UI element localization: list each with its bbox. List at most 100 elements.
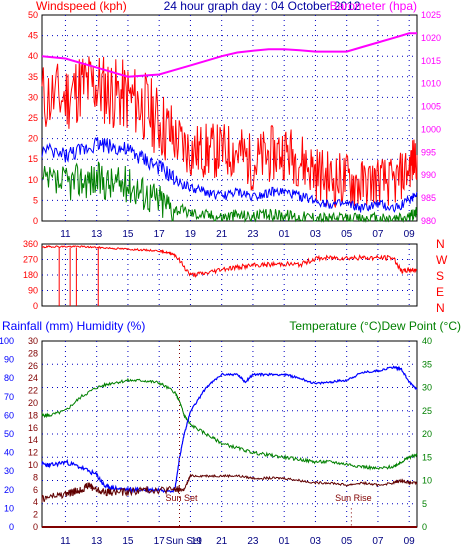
humidity-series — [41, 365, 418, 494]
wind-y-tick-label: 40 — [28, 51, 38, 61]
humidity-y-tick-label: 10 — [4, 503, 14, 513]
barometer-y-tick-label: 980 — [421, 216, 436, 226]
wind-direction-series — [41, 244, 417, 278]
rain-y-tick-label: 14 — [28, 435, 38, 445]
dewpoint-series — [41, 473, 418, 503]
x-tick-label: 07 — [372, 536, 384, 547]
direction-y-tick-label: 360 — [23, 239, 38, 249]
x-tick-label: 21 — [216, 229, 228, 240]
rain-y-tick-label: 16 — [28, 423, 38, 433]
rain-y-tick-label: 2 — [33, 510, 38, 520]
temp-y-tick-label: 0 — [422, 522, 427, 532]
chart-title: 24 hour graph day : 04 October 2012 — [164, 0, 361, 13]
wind-y-tick-label: 15 — [28, 154, 38, 164]
x-tick-label: 13 — [91, 229, 103, 240]
gust-series — [41, 161, 418, 223]
avg-windspeed-series — [41, 137, 418, 213]
sunset-annotation: Sun Set — [165, 493, 198, 503]
compass-label: N — [436, 237, 445, 251]
x-tick-label: 15 — [122, 229, 134, 240]
x-tick-label: 07 — [372, 229, 384, 240]
wind-y-tick-label: 35 — [28, 72, 38, 82]
humidity-y-tick-label: 80 — [4, 373, 14, 383]
rain-y-tick-label: 26 — [28, 361, 38, 371]
wind-y-tick-label: 30 — [28, 92, 38, 102]
x-tick-label: 05 — [341, 229, 353, 240]
humidity-y-tick-label: 70 — [4, 392, 14, 402]
rain-y-tick-label: 30 — [28, 336, 38, 346]
temp-y-tick-label: 15 — [422, 452, 432, 462]
temp-y-tick-label: 10 — [422, 476, 432, 486]
x-tick-label: 03 — [310, 536, 322, 547]
x-tick-label: 17 — [154, 229, 166, 240]
x-tick-label: 19 — [191, 536, 203, 547]
rain-y-tick-label: 10 — [28, 460, 38, 470]
rain-y-tick-label: 6 — [33, 485, 38, 495]
rain-y-tick-label: 12 — [28, 448, 38, 458]
barometer-series — [41, 32, 417, 78]
rain-y-tick-label: 8 — [33, 472, 38, 482]
humidity-y-tick-label: 60 — [4, 410, 14, 420]
x-tick-label: 05 — [341, 536, 353, 547]
barometer-y-tick-label: 985 — [421, 193, 436, 203]
barometer-y-tick-label: 1020 — [421, 33, 441, 43]
barometer-y-tick-label: 1005 — [421, 102, 441, 112]
barometer-axis-label: Barometer (hpa) — [330, 0, 417, 13]
humidity-y-tick-label: 50 — [4, 429, 14, 439]
wind-y-tick-label: 25 — [28, 113, 38, 123]
direction-y-tick-label: 0 — [33, 301, 38, 311]
x-tick-label: 23 — [247, 229, 259, 240]
windspeed-series — [41, 56, 418, 208]
x-tick-label: 11 — [60, 229, 71, 240]
compass-label: S — [436, 269, 444, 283]
wind-y-tick-label: 10 — [28, 175, 38, 185]
rain-y-tick-label: 24 — [28, 373, 38, 383]
barometer-y-tick-label: 1025 — [421, 10, 441, 20]
rain-y-tick-label: 22 — [28, 386, 38, 396]
x-tick-label: 23 — [247, 536, 259, 547]
humidity-y-tick-label: 100 — [0, 336, 14, 346]
barometer-y-tick-label: 995 — [421, 147, 436, 157]
direction-y-tick-label: 270 — [23, 255, 38, 265]
rain-y-tick-label: 18 — [28, 410, 38, 420]
compass-label: E — [436, 285, 444, 299]
rain-y-tick-label: 20 — [28, 398, 38, 408]
x-tick-label: 13 — [91, 536, 103, 547]
barometer-y-tick-label: 1010 — [421, 79, 441, 89]
x-tick-label: 17 — [154, 536, 166, 547]
x-tick-label: 01 — [279, 536, 291, 547]
temp-dew-axis-label: Temperature (°C)Dew Point (°C) — [289, 319, 461, 333]
barometer-y-tick-label: 990 — [421, 170, 436, 180]
p2-plot-area — [41, 243, 418, 307]
humidity-y-tick-label: 30 — [4, 466, 14, 476]
wind-y-tick-label: 45 — [28, 31, 38, 41]
compass-label: N — [436, 301, 445, 315]
rain-y-tick-label: 4 — [33, 497, 38, 507]
rain-y-tick-label: 0 — [33, 522, 38, 532]
x-tick-label: 19 — [185, 229, 197, 240]
temp-y-tick-label: 25 — [422, 406, 432, 416]
rain-humidity-axis-label: Rainfall (mm) Humidity (%) — [2, 319, 145, 333]
wind-axis-label: Windspeed (kph) — [36, 0, 127, 13]
compass-label: W — [436, 253, 448, 267]
wind-y-tick-label: 5 — [33, 195, 38, 205]
barometer-y-tick-label: 1015 — [421, 56, 441, 66]
temp-y-tick-label: 5 — [422, 499, 427, 509]
humidity-y-tick-label: 0 — [9, 522, 14, 532]
x-tick-label: 15 — [122, 536, 134, 547]
x-tick-label: 03 — [310, 229, 322, 240]
wind-y-tick-label: 20 — [28, 134, 38, 144]
x-tick-label: 21 — [216, 536, 228, 547]
x-tick-label: Sun Set — [166, 536, 202, 547]
rain-y-tick-label: 28 — [28, 348, 38, 358]
direction-y-tick-label: 90 — [28, 286, 38, 296]
barometer-y-tick-label: 1000 — [421, 124, 441, 134]
x-tick-label: 01 — [279, 229, 291, 240]
x-tick-label: 11 — [60, 536, 71, 547]
sunrise-annotation: Sun Rise — [335, 493, 372, 503]
humidity-y-tick-label: 40 — [4, 448, 14, 458]
x-tick-label: 09 — [404, 536, 416, 547]
temp-y-tick-label: 40 — [422, 336, 432, 346]
direction-y-tick-label: 180 — [23, 270, 38, 280]
wind-y-tick-label: 50 — [28, 10, 38, 20]
